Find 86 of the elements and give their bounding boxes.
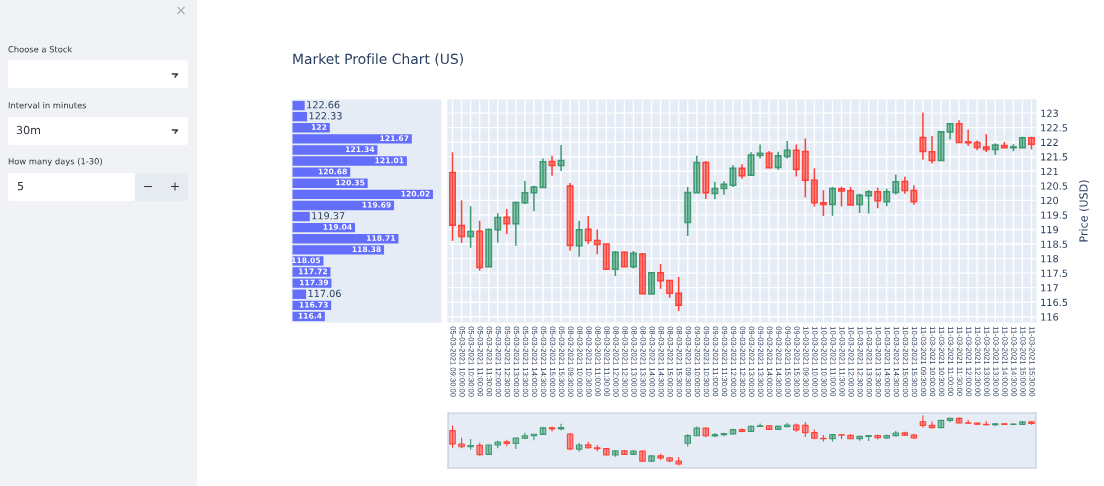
candlestick [458,199,466,244]
candlestick [783,140,791,160]
bar [292,189,433,200]
candlestick [747,151,755,177]
y-tick-label: 122 [1041,138,1058,146]
candlestick [593,228,601,255]
candlestick [792,143,800,178]
candlestick [675,276,683,312]
text: 5 [17,181,24,191]
candlestick [955,119,963,144]
candlestick [964,128,972,147]
candlestick [874,186,882,210]
candlestick [494,212,502,244]
category-label: 117.06 [308,289,341,298]
candlestick [973,139,981,152]
bar [292,100,305,111]
candlestick [937,130,945,162]
candlestick [602,243,610,271]
candlestick [729,164,737,188]
candlestick [756,143,764,160]
candlestick [657,263,665,290]
category-label: 119.37 [312,212,345,220]
y-axis-title: Price (USD) [1079,180,1090,242]
text: + [171,182,179,191]
candlestick [467,205,475,249]
category-label: 122.33 [309,112,342,120]
text: − [144,186,152,188]
candlestick [810,167,818,208]
candlestick [575,219,583,258]
y-tick-label: 118.5 [1041,240,1068,248]
candlestick [928,135,936,165]
y-tick-label: 116.5 [1041,298,1068,307]
y-tick-label: 121 [1041,167,1058,175]
y-tick-label: 119.5 [1041,211,1068,219]
candlestick [828,186,836,217]
chart-title: Market Profile Chart (US) [293,53,463,66]
y-tick-label: 117.5 [1041,269,1068,277]
candlestick [693,155,701,194]
y-tick-label: 116 [1041,313,1059,321]
candlestick [765,150,773,170]
candlestick [611,250,619,277]
candlestick [485,227,493,268]
candlestick [503,208,511,235]
candlestick [892,173,900,196]
candlestick [557,144,565,172]
y-tick-label: 120 [1041,196,1059,205]
y-tick-label: 123 [1041,109,1058,117]
candlestick [946,123,954,141]
candlestick [521,180,529,205]
candlestick [720,180,728,196]
candlestick [639,252,646,295]
bar [292,211,310,222]
text: Choose a Stock [8,45,73,53]
candlestick [702,160,710,200]
y-tick-label: 120.5 [1041,182,1068,190]
candlestick [512,201,520,247]
candlestick [684,186,692,237]
candlestick [566,182,574,252]
y-tick-label: 118 [1041,255,1059,263]
candlestick [648,272,656,295]
y-tick-label: 122.5 [1041,124,1068,132]
candlestick [847,186,855,206]
candlestick [476,219,484,272]
candlestick [801,137,809,199]
category-label: 122.66 [307,101,340,109]
candlestick [856,192,864,214]
candlestick [883,187,891,207]
y-tick-label: 121.5 [1041,153,1068,161]
text: × [177,6,185,15]
candlestick [548,155,556,177]
candlestick [530,185,538,212]
candlestick [901,176,909,195]
y-tick-label: 119 [1041,225,1059,234]
text: 30m [16,125,41,135]
candlestick [819,189,827,217]
candlestick [865,189,873,215]
text: Interval in minutes [8,101,87,109]
candlestick [711,180,719,200]
text: How many days (1-30) [8,157,102,167]
candlestick [982,133,990,153]
y-tick-label: 117 [1041,284,1058,292]
candlestick [838,185,845,208]
candlestick [910,184,918,206]
candlestick [584,215,592,245]
candlestick [919,111,927,161]
candlestick [774,151,782,171]
